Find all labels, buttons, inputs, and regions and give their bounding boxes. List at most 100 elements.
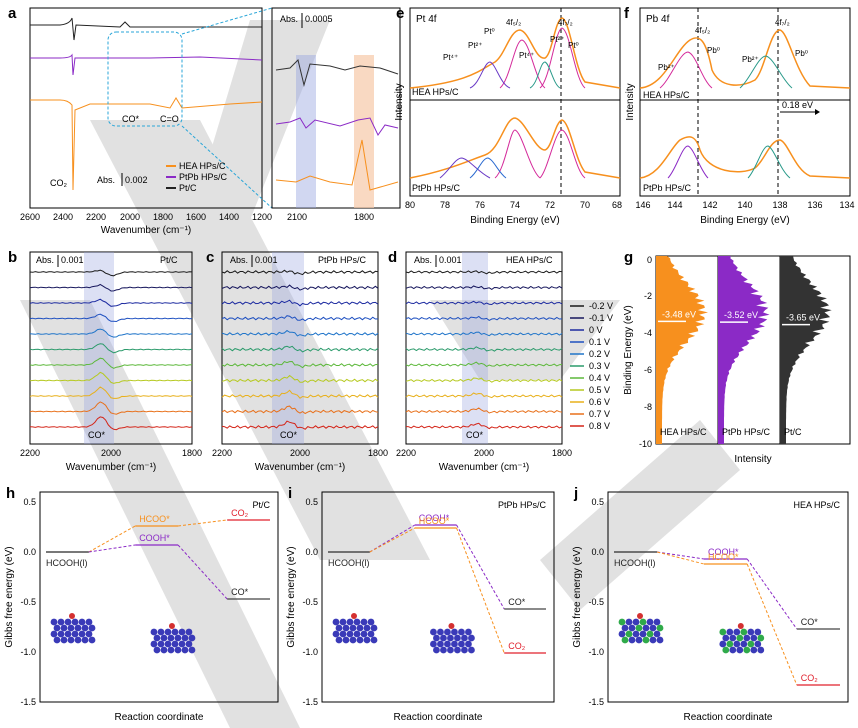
- spectrum-ptpb: [30, 53, 263, 76]
- level-label-i: HCOOH(l): [328, 558, 370, 568]
- traces-c: [221, 269, 379, 430]
- level-label-h: CO₂: [231, 508, 249, 518]
- atom: [468, 634, 475, 642]
- potential-legend-label: 0.7 V: [589, 409, 610, 419]
- tick-b-1: 2000: [101, 448, 121, 458]
- traces-d-trace: [405, 315, 563, 321]
- atom: [71, 618, 79, 626]
- tick-i-0: 0.5: [305, 497, 318, 507]
- tick-f-4: 138: [772, 200, 787, 210]
- traces-d: [405, 270, 563, 430]
- scale-d-value: 0.001: [439, 255, 462, 265]
- atom: [656, 636, 664, 644]
- connector-j: [746, 563, 798, 686]
- atom: [468, 646, 475, 654]
- atom: [81, 624, 89, 632]
- atom: [67, 636, 75, 644]
- atom: [447, 646, 454, 654]
- sample-e-ptpb: PtPb HPs/C: [412, 183, 461, 193]
- potential-legend-label: 0.3 V: [589, 361, 610, 371]
- panel-d-frame: [405, 251, 563, 445]
- atom: [632, 618, 640, 626]
- level-label-i: COOH*: [419, 513, 450, 523]
- scale-value: 0.002: [125, 175, 148, 185]
- connector-i: [456, 527, 505, 654]
- atom: [50, 618, 58, 626]
- traces-b-trace: [29, 371, 193, 384]
- spectrum-ptc: [30, 17, 262, 41]
- atom: [174, 646, 182, 654]
- tick-a-2: 2200: [86, 212, 106, 222]
- traces-b-trace: [29, 386, 193, 399]
- atom: [726, 628, 734, 636]
- atom: [632, 630, 640, 638]
- atom: [74, 624, 82, 632]
- inset-band-orange: [354, 55, 374, 208]
- panel-i: i PtPb HPs/C 0.5 0.0 -0.5 -1.0 -1.5 Gibbs free …: [286, 485, 555, 723]
- tick-f-6: 134: [839, 200, 854, 210]
- ticks-a: 2600 2400 2200 2000 1800 1600 1400 1200: [20, 212, 272, 222]
- atom: [750, 634, 758, 642]
- ylabel-i: Gibbs free energy (eV): [286, 546, 297, 647]
- atom: [342, 636, 350, 644]
- atom: [363, 636, 371, 644]
- connector-j: [657, 551, 705, 565]
- connector-i: [456, 524, 505, 610]
- tick-j-3: -1.0: [588, 647, 604, 657]
- panel-j-label: j: [573, 485, 578, 502]
- ylabel-j: Gibbs free energy (eV): [572, 546, 583, 647]
- atom: [346, 630, 354, 638]
- atom: [461, 646, 468, 654]
- atom: [729, 634, 737, 642]
- tick-g-5: -10: [639, 439, 652, 449]
- panel-d-label: d: [388, 249, 397, 266]
- tick-f-5: 136: [807, 200, 822, 210]
- panel-a-label: a: [8, 5, 17, 22]
- tick-a-6: 1400: [219, 212, 239, 222]
- connector-i: [369, 527, 416, 553]
- level-label-i: CO*: [508, 597, 526, 607]
- atom: [85, 618, 93, 626]
- atom: [332, 630, 340, 638]
- inset-frame: [271, 7, 401, 209]
- dos-g: -3.48 eV HEA HPs/C -3.52 eV PtPb HPs/C -3.65…: [656, 256, 832, 444]
- atom: [621, 624, 629, 632]
- level-label-h: CO*: [231, 587, 249, 597]
- tick-j-2: -0.5: [588, 597, 604, 607]
- atom: [71, 630, 79, 638]
- slab-h: [50, 613, 196, 654]
- potential-legend-label: 0.1 V: [589, 337, 610, 347]
- tick-g-1: -2: [644, 291, 652, 301]
- inset-hea: [275, 139, 399, 191]
- tick-f-2: 142: [702, 200, 717, 210]
- co-c: CO*: [280, 430, 298, 440]
- atom: [454, 634, 461, 642]
- atom: [181, 646, 189, 654]
- peak-f-2: Pb⁰: [707, 46, 720, 55]
- xps-e-ptpb-pt0-52: [494, 129, 541, 179]
- level-label-i: CO₂: [508, 641, 526, 651]
- traces-b-trace: [29, 269, 193, 277]
- atom: [367, 618, 375, 626]
- atom: [719, 628, 727, 636]
- tick-h-3: -1.0: [20, 647, 36, 657]
- band-b: [84, 252, 114, 444]
- xlabel-i: Reaction coordinate: [394, 712, 483, 723]
- dos-sample-2: Pt/C: [784, 427, 802, 437]
- atom: [153, 634, 161, 642]
- connector-h: [177, 519, 228, 527]
- atom: [642, 636, 650, 644]
- dft-panels: h Pt/C 0.5 0.0 -0.5 -1.0 -1.5 Gibbs free energy…: [4, 485, 849, 723]
- atom: [747, 628, 755, 636]
- atom: [458, 640, 465, 648]
- atom: [171, 640, 179, 648]
- scale-label: Abs.: [97, 175, 115, 185]
- traces-c-trace: [221, 299, 379, 307]
- atom: [74, 636, 82, 644]
- scale-c-value: 0.001: [255, 255, 278, 265]
- tick-c-1: 2000: [290, 448, 310, 458]
- atom: [433, 634, 440, 642]
- tick-h-0: 0.5: [23, 497, 36, 507]
- atom: [167, 634, 175, 642]
